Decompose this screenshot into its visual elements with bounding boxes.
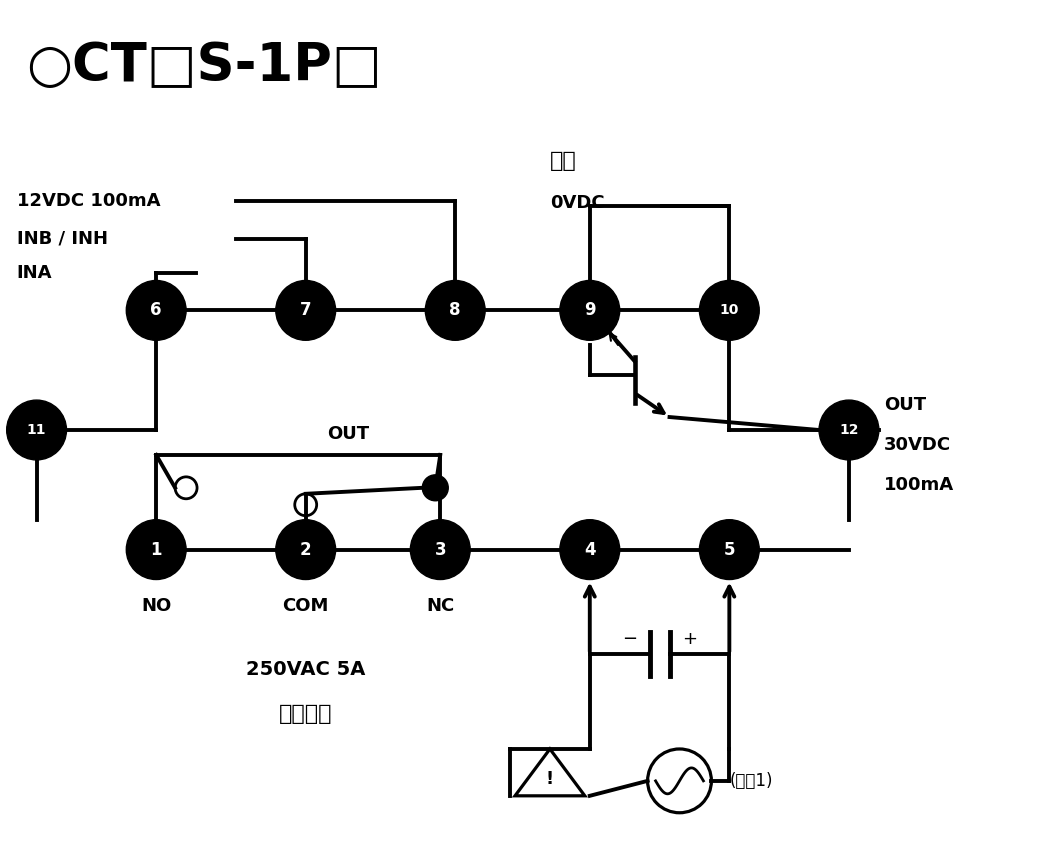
Circle shape xyxy=(276,280,336,341)
Text: INA: INA xyxy=(17,263,52,281)
Text: OUT: OUT xyxy=(884,396,926,414)
Text: 4: 4 xyxy=(584,541,595,559)
Text: (注：1): (注：1) xyxy=(730,772,773,789)
Text: 阻性负载: 阻性负载 xyxy=(279,704,333,724)
Circle shape xyxy=(699,519,759,580)
Text: 2: 2 xyxy=(300,541,312,559)
Circle shape xyxy=(422,475,448,501)
Circle shape xyxy=(276,519,336,580)
Text: ○CT□S-1P□: ○CT□S-1P□ xyxy=(26,40,382,92)
Text: 0VDC: 0VDC xyxy=(550,194,605,212)
Text: OUT: OUT xyxy=(327,425,370,443)
Text: COM: COM xyxy=(282,598,329,616)
Circle shape xyxy=(411,519,470,580)
Text: 11: 11 xyxy=(27,423,46,437)
Text: !: ! xyxy=(546,770,554,788)
Text: NO: NO xyxy=(141,598,171,616)
Circle shape xyxy=(425,280,485,341)
Text: 3: 3 xyxy=(435,541,446,559)
Text: −: − xyxy=(622,630,637,648)
Text: 100mA: 100mA xyxy=(884,476,954,494)
Text: 250VAC 5A: 250VAC 5A xyxy=(246,660,365,679)
Text: 9: 9 xyxy=(584,301,595,319)
Text: 12: 12 xyxy=(839,423,859,437)
Text: INB / INH: INB / INH xyxy=(17,230,108,248)
Text: 8: 8 xyxy=(449,301,461,319)
Circle shape xyxy=(560,519,619,580)
Circle shape xyxy=(819,400,879,460)
Text: 10: 10 xyxy=(719,304,739,317)
Circle shape xyxy=(6,400,66,460)
Text: 1: 1 xyxy=(150,541,162,559)
Circle shape xyxy=(699,280,759,341)
Text: 5: 5 xyxy=(723,541,735,559)
Text: NC: NC xyxy=(426,598,455,616)
Text: +: + xyxy=(681,630,697,648)
Text: 复位: 复位 xyxy=(550,150,576,171)
Text: 7: 7 xyxy=(300,301,312,319)
Text: 30VDC: 30VDC xyxy=(884,436,951,454)
Text: 12VDC 100mA: 12VDC 100mA xyxy=(17,192,161,210)
Circle shape xyxy=(126,280,186,341)
Text: 6: 6 xyxy=(150,301,162,319)
Circle shape xyxy=(126,519,186,580)
Circle shape xyxy=(560,280,619,341)
